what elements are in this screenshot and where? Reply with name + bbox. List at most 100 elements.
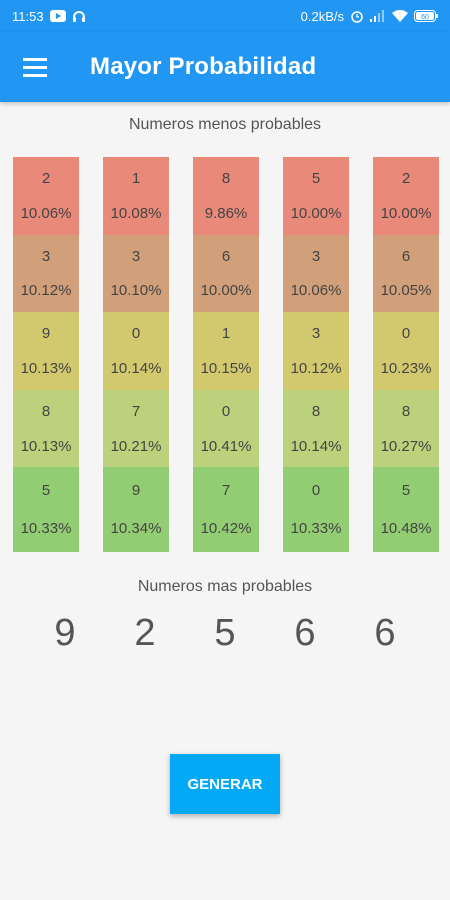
- cell-percentage: 10.06%: [20, 204, 72, 222]
- probability-cell: 5 10.48%: [373, 467, 439, 552]
- probability-cell: 2 10.06%: [13, 157, 79, 235]
- cell-number: 2: [401, 169, 411, 187]
- probability-cell: 3 10.12%: [13, 234, 79, 313]
- probability-cell: 8 9.86%: [193, 157, 259, 235]
- hamburger-menu-icon[interactable]: [0, 32, 70, 102]
- cell-percentage: 10.15%: [200, 359, 252, 377]
- cell-number: 7: [221, 482, 231, 500]
- app-bar: Mayor Probabilidad: [0, 32, 450, 102]
- cell-number: 0: [311, 482, 321, 500]
- most-probable-number: 6: [374, 612, 396, 654]
- cell-number: 7: [131, 402, 141, 420]
- cell-number: 9: [41, 325, 51, 343]
- most-probable-number: 9: [54, 612, 76, 654]
- cell-percentage: 10.41%: [200, 437, 252, 455]
- cell-number: 6: [221, 247, 231, 265]
- cell-percentage: 10.42%: [200, 520, 252, 538]
- probability-cell: 5 10.33%: [13, 467, 79, 552]
- cell-number: 0: [401, 325, 411, 343]
- status-bar-right: 0.2kB/s 60: [301, 9, 438, 24]
- cell-percentage: 10.14%: [110, 359, 162, 377]
- battery-level: 60: [421, 14, 429, 21]
- probability-cell: 0 10.14%: [103, 312, 169, 390]
- probability-cell: 7 10.21%: [103, 389, 169, 468]
- generate-button[interactable]: GENERAR: [170, 754, 280, 814]
- cell-percentage: 10.08%: [110, 204, 162, 222]
- cell-number: 3: [41, 247, 51, 265]
- cell-percentage: 10.00%: [380, 204, 432, 222]
- cell-percentage: 10.13%: [20, 359, 72, 377]
- cell-percentage: 10.34%: [110, 520, 162, 538]
- probability-cell: 3 10.10%: [103, 234, 169, 313]
- cell-number: 3: [131, 247, 141, 265]
- status-bar-left: 11:53: [12, 9, 86, 24]
- cell-percentage: 10.05%: [380, 282, 432, 300]
- cell-percentage: 10.48%: [380, 520, 432, 538]
- cell-number: 1: [221, 325, 231, 343]
- probability-cell: 1 10.15%: [193, 312, 259, 390]
- cell-number: 6: [401, 247, 411, 265]
- probability-cell: 9 10.13%: [13, 312, 79, 390]
- cell-number: 8: [311, 402, 321, 420]
- probability-cell: 9 10.34%: [103, 467, 169, 552]
- probability-grid: 2 10.06% 3 10.12% 9 10.13% 8 10.13% 5 10.33% 1 10.0…: [0, 157, 450, 552]
- battery-icon: 60: [414, 10, 438, 22]
- cell-number: 5: [401, 482, 411, 500]
- cell-number: 5: [311, 169, 321, 187]
- cell-percentage: 10.21%: [110, 437, 162, 455]
- cell-percentage: 10.12%: [290, 359, 342, 377]
- probability-column: 8 9.86% 6 10.00% 1 10.15% 0 10.41% 7 10.42%: [193, 157, 259, 552]
- cell-percentage: 10.33%: [20, 520, 72, 538]
- status-time: 11:53: [12, 8, 44, 24]
- probability-cell: 8 10.27%: [373, 389, 439, 468]
- most-probable-numbers: 9 2 5 6 6: [0, 612, 450, 672]
- less-probable-label: Numeros menos probables: [128, 116, 322, 133]
- cell-number: 3: [311, 247, 321, 265]
- probability-column: 2 10.06% 3 10.12% 9 10.13% 8 10.13% 5 10.33%: [13, 157, 79, 552]
- probability-cell: 5 10.00%: [283, 157, 349, 235]
- cell-percentage: 10.12%: [20, 282, 72, 300]
- probability-cell: 0 10.23%: [373, 312, 439, 390]
- cell-percentage: 10.14%: [290, 437, 342, 455]
- most-probable-number: 5: [214, 612, 236, 654]
- cell-percentage: 10.00%: [200, 282, 252, 300]
- cell-number: 1: [131, 169, 141, 187]
- probability-cell: 7 10.42%: [193, 467, 259, 552]
- app-title: Mayor Probabilidad: [90, 53, 317, 80]
- probability-cell: 8 10.14%: [283, 389, 349, 468]
- cell-percentage: 10.27%: [380, 437, 432, 455]
- probability-column: 1 10.08% 3 10.10% 0 10.14% 7 10.21% 9 10.34%: [103, 157, 169, 552]
- cell-percentage: 10.33%: [290, 520, 342, 538]
- cell-number: 2: [41, 169, 51, 187]
- cell-percentage: 10.00%: [290, 204, 342, 222]
- headset-icon: [72, 9, 86, 23]
- wifi-icon: [392, 10, 408, 22]
- cell-number: 8: [401, 402, 411, 420]
- cell-percentage: 10.10%: [110, 282, 162, 300]
- probability-cell: 0 10.41%: [193, 389, 259, 468]
- alarm-icon: [350, 9, 364, 23]
- cell-number: 0: [221, 402, 231, 420]
- cell-number: 9: [131, 482, 141, 500]
- youtube-icon: [49, 10, 66, 22]
- cell-number: 8: [41, 402, 51, 420]
- cell-percentage: 10.06%: [290, 282, 342, 300]
- network-speed: 0.2kB/s: [300, 8, 344, 24]
- probability-cell: 3 10.12%: [283, 312, 349, 390]
- cell-percentage: 10.23%: [380, 359, 432, 377]
- signal-icon: [370, 10, 386, 22]
- most-probable-number: 6: [294, 612, 316, 654]
- cell-number: 0: [131, 325, 141, 343]
- probability-cell: 3 10.06%: [283, 234, 349, 313]
- status-bar: 11:53 0.2kB/s 60: [0, 0, 450, 32]
- probability-cell: 8 10.13%: [13, 389, 79, 468]
- cell-percentage: 10.13%: [20, 437, 72, 455]
- probability-cell: 1 10.08%: [103, 157, 169, 235]
- probability-column: 5 10.00% 3 10.06% 3 10.12% 8 10.14% 0 10.33%: [283, 157, 349, 552]
- cell-number: 5: [41, 482, 51, 500]
- more-probable-label: Numeros mas probables: [137, 578, 313, 595]
- cell-number: 3: [311, 325, 321, 343]
- cell-number: 8: [221, 169, 231, 187]
- cell-percentage: 9.86%: [204, 204, 248, 222]
- most-probable-number: 2: [134, 612, 156, 654]
